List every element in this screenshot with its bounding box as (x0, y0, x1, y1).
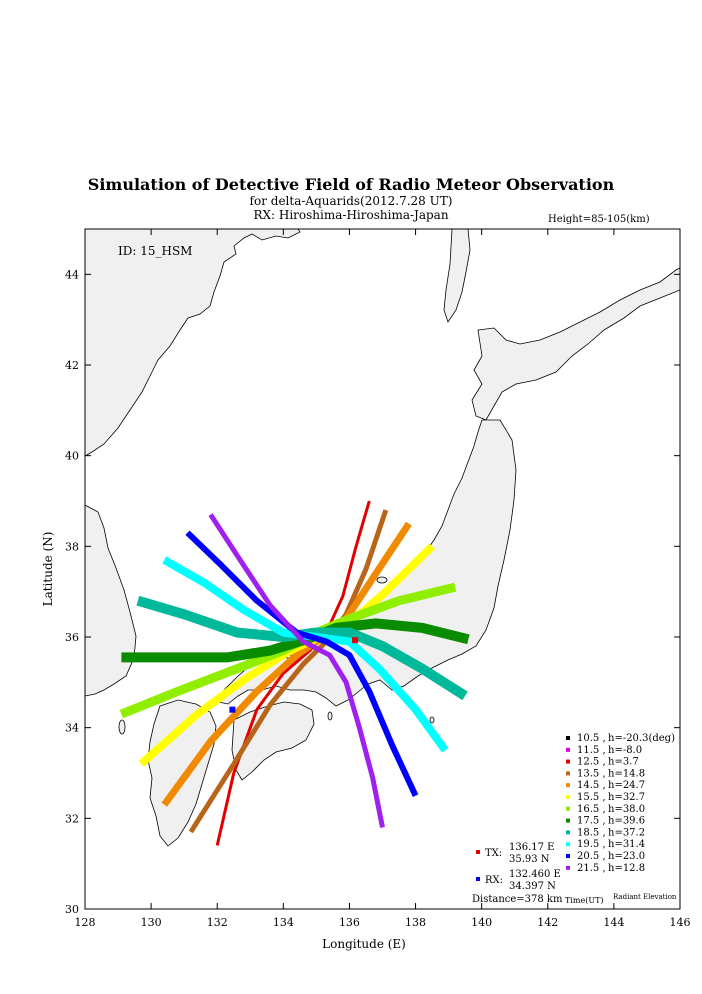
korean-peninsula-landmass (85, 504, 137, 697)
station-marker-tx (352, 637, 359, 644)
y-tick-label: 30 (65, 903, 79, 916)
rx-latitude: 34.397 N (509, 881, 556, 892)
tx-marker-swatch (476, 850, 480, 854)
legend-elevation: h=38.0 (608, 804, 645, 815)
rx-marker-swatch (476, 877, 480, 881)
legend-time: 11.5 , (577, 745, 606, 756)
legend-time: 10.5 , (577, 733, 606, 744)
height-range-note: Height=85-105(km) (548, 214, 650, 225)
y-tick-label: 36 (65, 631, 79, 644)
legend-swatch (566, 854, 570, 858)
legend-elevation: h=12.8 (608, 863, 645, 874)
legend-elevation: h=24.7 (608, 780, 645, 791)
legend-elevation: h=-20.3(deg) (608, 733, 675, 744)
legend-time: 17.5 , (577, 816, 606, 827)
x-tick-label: 142 (537, 916, 558, 929)
kyushu-landmass (147, 699, 217, 847)
y-axis-label: Latitude (N) (41, 532, 55, 607)
receiver-title: RX: Hiroshima-Hiroshima-Japan (253, 208, 449, 222)
legend-elevation: h=39.6 (608, 816, 645, 827)
legend-time: 18.5 , (577, 827, 606, 838)
legend-swatch (566, 771, 570, 776)
legend-swatch (566, 759, 570, 764)
y-tick-label: 40 (65, 450, 79, 463)
legend-time: 15.5 , (577, 792, 606, 803)
legend-elevation: h=23.0 (608, 851, 645, 862)
island-awaji (327, 711, 333, 721)
y-tick-label: 38 (65, 540, 79, 553)
x-tick-label: 144 (603, 916, 624, 929)
tx-latitude: 35.93 N (509, 854, 550, 865)
series-line-13.5 (188, 509, 389, 834)
legend-swatch (566, 736, 570, 740)
y-tick-label: 44 (65, 268, 79, 281)
series-line-18.5 (136, 595, 468, 701)
rx-longitude: 132.460 E (509, 869, 561, 880)
series-line-21.5 (208, 513, 385, 828)
island-izu (429, 716, 435, 724)
chart-subtitle: for delta-Aquarids(2012.7.28 UT) (249, 194, 453, 208)
island-sado (376, 576, 388, 584)
legend-elevation: h=14.8 (608, 768, 645, 779)
legend-time: 19.5 , (577, 839, 606, 850)
legend-swatch (566, 818, 570, 823)
x-tick-label: 128 (75, 916, 96, 929)
rx-station-info: RX: 132.460 E 34.397 N (476, 869, 561, 892)
legend-time: 13.5 , (577, 768, 606, 779)
x-tick-label: 136 (339, 916, 360, 929)
tx-station-info: TX: 136.17 E 35.93 N (476, 842, 554, 865)
legend-header-time: Time(UT) (565, 896, 604, 905)
legend-header-elevation: Radiant Elevation (613, 893, 677, 901)
legend-swatch (566, 747, 570, 752)
y-tick-label: 32 (65, 812, 79, 825)
legend-time: 12.5 , (577, 757, 606, 768)
tx-longitude: 136.17 E (509, 842, 554, 853)
x-tick-label: 130 (141, 916, 162, 929)
x-axis-label: Longitude (E) (322, 937, 406, 951)
id-label: ID: 15_HSM (118, 244, 192, 258)
legend-elevation: h=31.4 (608, 839, 645, 850)
mainland-asia-landmass (85, 229, 301, 457)
legend-swatch (566, 806, 570, 811)
tx-label: TX: (485, 848, 502, 859)
legend-time: 21.5 , (577, 863, 606, 874)
rx-label: RX: (485, 875, 503, 886)
y-tick-label: 42 (65, 359, 79, 372)
legend-swatch (566, 795, 570, 799)
legend-swatch (566, 865, 570, 870)
series-line-20.5 (185, 530, 419, 797)
station-marker-rx (229, 706, 236, 713)
island-tsushima (118, 719, 126, 735)
distance-label: Distance=378 km (472, 894, 563, 905)
x-tick-label: 132 (207, 916, 228, 929)
legend-time: 20.5 , (577, 851, 606, 862)
x-tick-label: 140 (471, 916, 492, 929)
sakhalin-landmass (443, 229, 471, 323)
chart-title: Simulation of Detective Field of Radio M… (87, 175, 615, 194)
x-tick-label: 146 (670, 916, 691, 929)
legend-swatch (566, 783, 570, 788)
legend-time: 16.5 , (577, 804, 606, 815)
legend-elevation: h=37.2 (608, 827, 645, 838)
y-tick-label: 34 (65, 722, 79, 735)
x-tick-label: 134 (273, 916, 294, 929)
plot-frame (84, 228, 681, 910)
hokkaido-landmass (471, 267, 680, 421)
legend-swatch (566, 830, 570, 835)
legend-elevation: h=3.7 (608, 757, 639, 768)
legend-time: 14.5 , (577, 780, 606, 791)
legend-elevation: h=32.7 (608, 792, 645, 803)
x-tick-label: 138 (405, 916, 426, 929)
legend-elevation: h=-8.0 (608, 745, 642, 756)
legend-swatch (566, 842, 570, 847)
